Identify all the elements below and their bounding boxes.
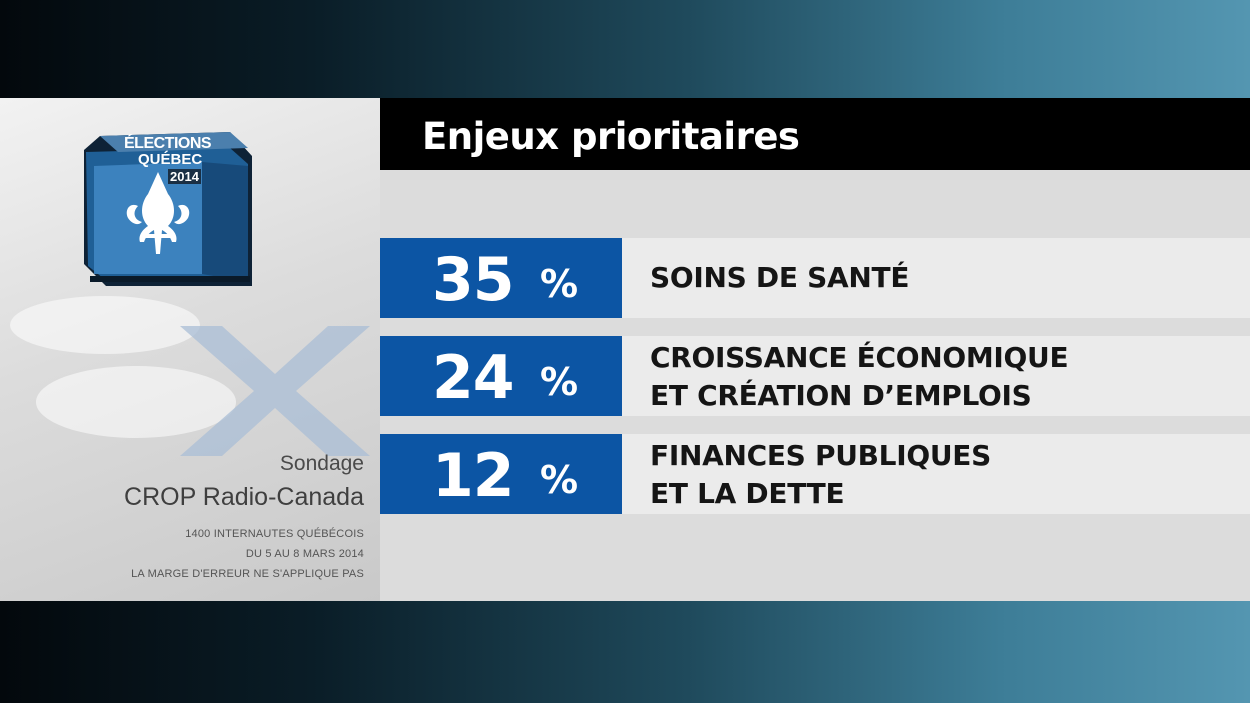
logo-line1: ÉLECTIONS <box>124 135 212 152</box>
bar-value-label: 24 <box>432 343 514 413</box>
elections-quebec-2014-logo-icon <box>84 132 252 286</box>
category-label: CROISSANCE ÉCONOMIQUE ET CRÉATION D’EMPL… <box>650 341 1069 412</box>
source-name: CROP Radio-Canada <box>124 483 364 511</box>
source-note-dates: DU 5 AU 8 MARS 2014 <box>245 548 364 560</box>
logo-year: 2014 <box>168 169 201 184</box>
bar-value-label: 35 <box>432 245 514 315</box>
bar-row-croissance-economique: 24 % CROISSANCE ÉCONOMIQUE ET CRÉATION D… <box>380 336 1250 416</box>
source-panel: ÉLECTIONS QUÉBEC 2014 Sondage CROP Radio… <box>0 98 380 601</box>
chart-title: Enjeux prioritaires <box>422 115 800 158</box>
category-box: SOINS DE SANTÉ <box>622 238 1250 318</box>
logo-line2: QUÉBEC <box>138 151 203 168</box>
bar-value-box: 24 % <box>380 336 622 416</box>
percent-sign: % <box>540 458 579 502</box>
category-box: FINANCES PUBLIQUES ET LA DETTE <box>622 434 1250 514</box>
bar-row-soins-de-sante: 35 % SOINS DE SANTÉ <box>380 238 1250 318</box>
source-label: Sondage <box>279 452 364 475</box>
background-band-top <box>0 0 1250 98</box>
source-note-sample: 1400 INTERNAUTES QUÉBÉCOIS <box>185 528 364 540</box>
percent-sign: % <box>540 360 579 404</box>
chart-panel: Enjeux prioritaires 35 % SOINS DE SANTÉ … <box>380 98 1250 601</box>
category-label: SOINS DE SANTÉ <box>650 261 910 294</box>
background-band-bottom <box>0 601 1250 703</box>
bar-row-finances-publiques: 12 % FINANCES PUBLIQUES ET LA DETTE <box>380 434 1250 514</box>
source-note-margin: LA MARGE D'ERREUR NE S'APPLIQUE PAS <box>131 568 364 580</box>
percent-sign: % <box>540 262 579 306</box>
category-box: CROISSANCE ÉCONOMIQUE ET CRÉATION D’EMPL… <box>622 336 1250 416</box>
decorative-cross-icon <box>180 326 370 456</box>
title-bar: Enjeux prioritaires <box>380 98 1250 170</box>
decorative-oval <box>10 296 200 354</box>
decorative-oval <box>36 366 236 438</box>
bar-value-box: 12 % <box>380 434 622 514</box>
bar-value-box: 35 % <box>380 238 622 318</box>
category-label: FINANCES PUBLIQUES ET LA DETTE <box>650 439 991 510</box>
bar-value-label: 12 <box>432 441 514 511</box>
